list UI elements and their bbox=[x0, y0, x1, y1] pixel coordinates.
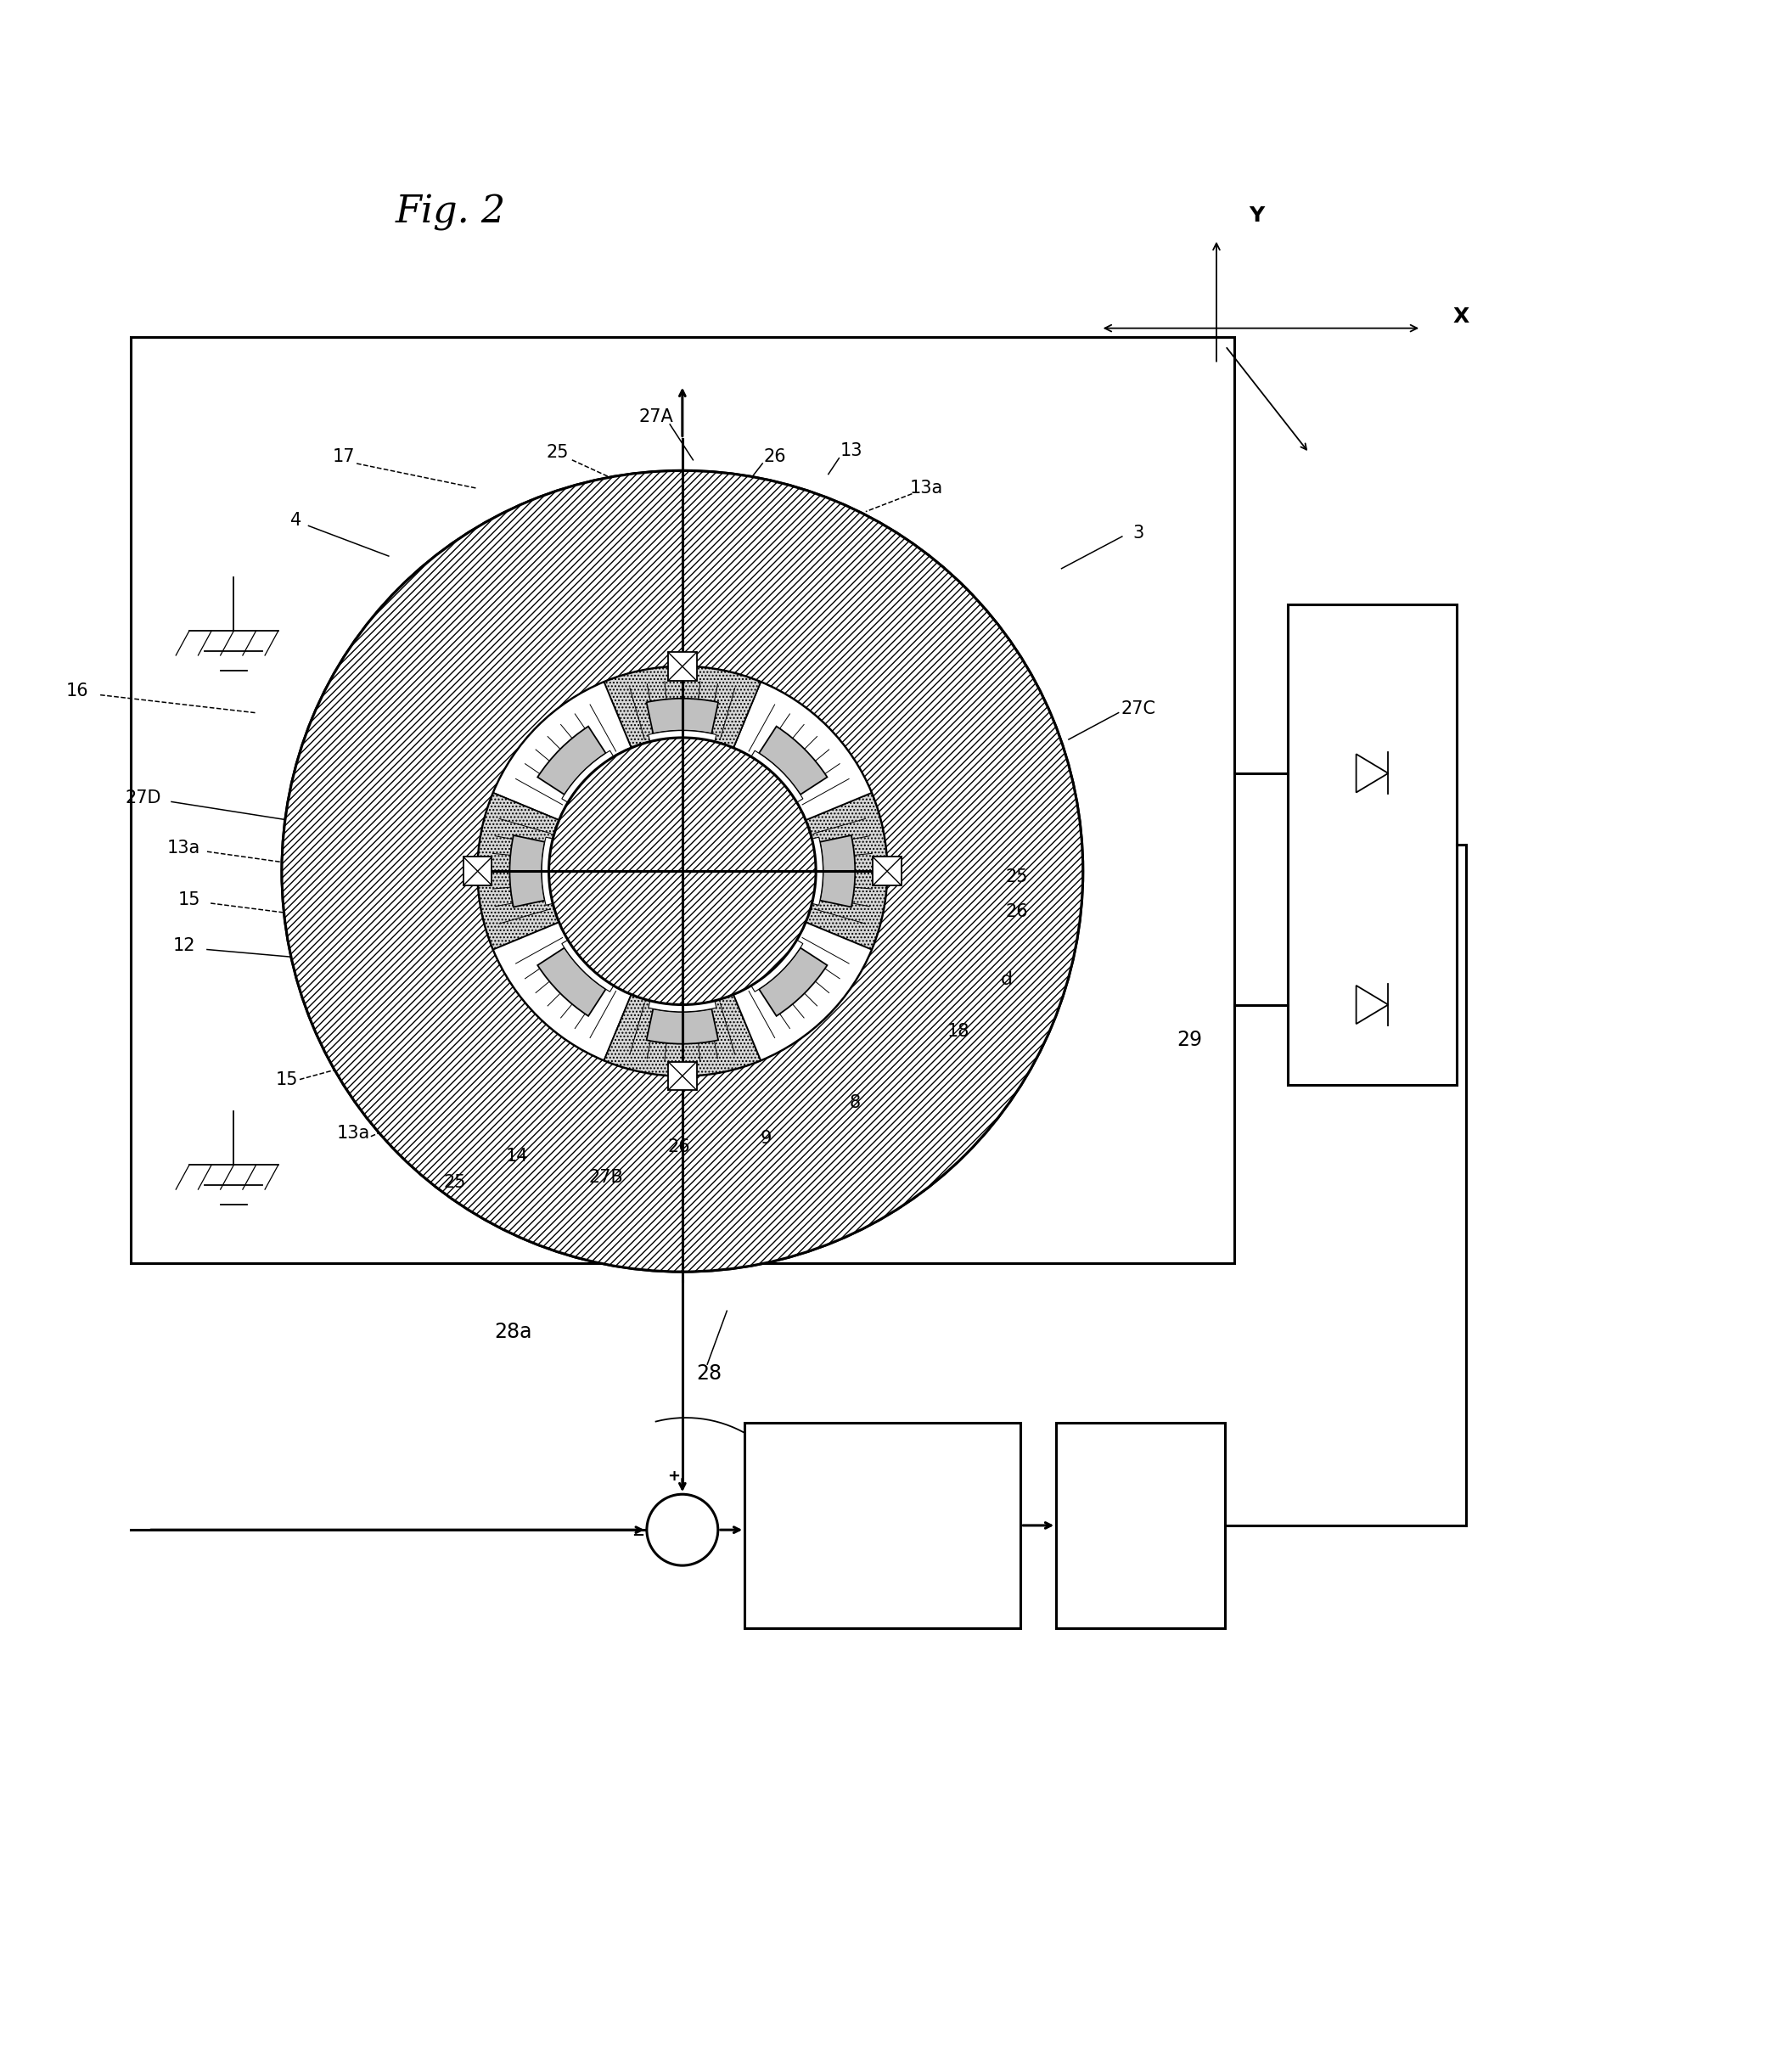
Bar bbox=[873, 857, 901, 885]
Text: 28a: 28a bbox=[495, 1321, 532, 1342]
Text: +: + bbox=[667, 1468, 679, 1485]
Text: 15: 15 bbox=[276, 1072, 299, 1088]
Wedge shape bbox=[538, 947, 606, 1016]
Circle shape bbox=[548, 738, 815, 1004]
Text: 25: 25 bbox=[443, 1174, 466, 1190]
Text: 16: 16 bbox=[66, 683, 88, 699]
Text: 4: 4 bbox=[290, 511, 301, 530]
Text: 27A: 27A bbox=[638, 409, 674, 425]
Wedge shape bbox=[733, 683, 871, 820]
Wedge shape bbox=[493, 683, 631, 820]
Wedge shape bbox=[281, 470, 1082, 1272]
Text: 13a: 13a bbox=[167, 840, 201, 857]
Wedge shape bbox=[604, 994, 762, 1076]
Text: 29: 29 bbox=[1177, 1031, 1202, 1051]
Text: 27D: 27D bbox=[125, 789, 161, 806]
Wedge shape bbox=[649, 1000, 717, 1012]
Text: −: − bbox=[631, 1528, 645, 1542]
Wedge shape bbox=[751, 751, 803, 802]
Wedge shape bbox=[541, 836, 552, 906]
Text: 9: 9 bbox=[760, 1129, 772, 1147]
Wedge shape bbox=[760, 726, 828, 796]
Bar bbox=[464, 857, 491, 885]
Circle shape bbox=[281, 470, 1082, 1272]
Wedge shape bbox=[806, 793, 887, 949]
Bar bbox=[668, 652, 697, 681]
Text: 8: 8 bbox=[849, 1094, 860, 1110]
Text: 26: 26 bbox=[667, 1139, 690, 1155]
Wedge shape bbox=[493, 922, 631, 1059]
Wedge shape bbox=[733, 922, 871, 1059]
Wedge shape bbox=[649, 730, 717, 742]
Wedge shape bbox=[647, 1008, 719, 1043]
Text: d: d bbox=[658, 853, 670, 873]
Text: 26: 26 bbox=[763, 448, 787, 464]
Text: 28: 28 bbox=[697, 1364, 722, 1382]
Text: AMP.: AMP. bbox=[1120, 1517, 1161, 1534]
Bar bbox=[745, 1423, 1021, 1628]
Text: 14: 14 bbox=[505, 1147, 529, 1164]
Text: 15: 15 bbox=[177, 892, 201, 908]
Text: X: X bbox=[1453, 307, 1469, 327]
Wedge shape bbox=[563, 941, 613, 992]
Circle shape bbox=[647, 1495, 719, 1566]
Text: 27B: 27B bbox=[588, 1170, 624, 1186]
Text: 18: 18 bbox=[948, 1022, 969, 1041]
Text: 3: 3 bbox=[1133, 524, 1143, 542]
Text: −: − bbox=[652, 1536, 663, 1552]
Wedge shape bbox=[509, 834, 545, 908]
Wedge shape bbox=[478, 793, 559, 949]
Text: 13a: 13a bbox=[910, 481, 943, 497]
Bar bbox=[1055, 1423, 1226, 1628]
Text: 26: 26 bbox=[1005, 904, 1029, 920]
Text: 13a: 13a bbox=[337, 1125, 369, 1141]
Wedge shape bbox=[563, 751, 613, 802]
Wedge shape bbox=[538, 726, 606, 796]
Wedge shape bbox=[647, 699, 719, 734]
Text: 25: 25 bbox=[1005, 867, 1029, 885]
Bar bbox=[668, 1061, 697, 1090]
Wedge shape bbox=[760, 947, 828, 1016]
Text: 17: 17 bbox=[333, 448, 355, 464]
Text: Y: Y bbox=[1249, 204, 1263, 225]
Bar bbox=[1288, 603, 1457, 1084]
Text: d: d bbox=[1000, 971, 1012, 988]
Text: 13: 13 bbox=[840, 442, 862, 460]
Text: 12: 12 bbox=[172, 937, 195, 955]
Wedge shape bbox=[812, 836, 823, 906]
Text: 25: 25 bbox=[547, 444, 570, 462]
Bar bbox=[131, 337, 1235, 1264]
Text: MAGNETIC
BEARING
CONTROL: MAGNETIC BEARING CONTROL bbox=[840, 1501, 925, 1550]
Text: +: + bbox=[668, 1513, 679, 1526]
Wedge shape bbox=[604, 667, 762, 748]
Wedge shape bbox=[821, 834, 855, 908]
Wedge shape bbox=[751, 941, 803, 992]
Text: Fig. 2: Fig. 2 bbox=[396, 194, 505, 231]
Text: 27C: 27C bbox=[1120, 701, 1156, 718]
